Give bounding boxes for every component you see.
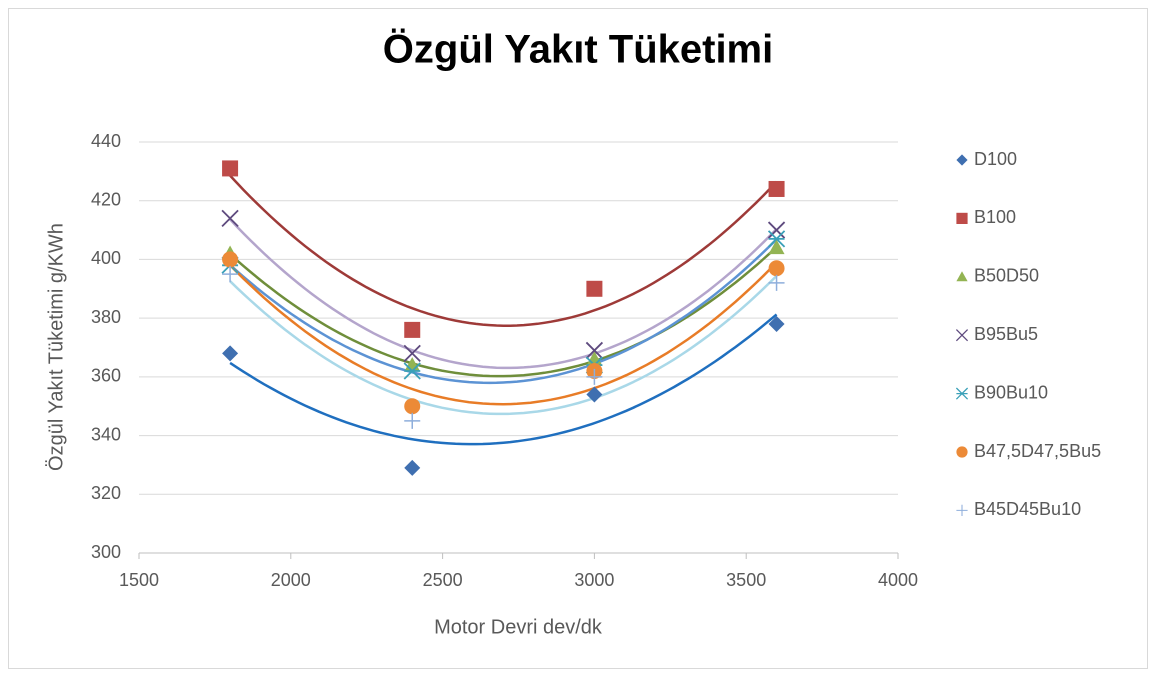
x-tick-label: 2500 <box>423 570 463 590</box>
series <box>222 160 785 338</box>
y-tick-label: 340 <box>91 424 121 444</box>
x-tick-label: 1500 <box>119 570 159 590</box>
marker <box>222 251 239 268</box>
legend-marker <box>956 271 968 282</box>
marker <box>403 362 421 380</box>
marker <box>404 412 421 429</box>
y-tick-label: 380 <box>91 307 121 327</box>
y-tick-label: 400 <box>91 248 121 268</box>
marker <box>767 230 786 248</box>
x-axis-title: Motor Devri dev/dk <box>434 616 603 638</box>
y-tick-label: 420 <box>91 189 121 209</box>
legend-label: B45D45Bu10 <box>974 499 1081 519</box>
marker <box>404 321 421 338</box>
y-tick-label: 360 <box>91 366 121 386</box>
x-tick-label: 3000 <box>574 570 614 590</box>
legend-item: B100 <box>956 207 1016 227</box>
y-tick-label: 300 <box>91 542 121 562</box>
marker <box>222 266 239 283</box>
legend-item: B95Bu5 <box>955 324 1038 344</box>
series <box>221 209 786 363</box>
x-tick-label: 4000 <box>878 570 918 590</box>
legend-item: B90Bu10 <box>955 382 1048 402</box>
chart-title: Özgül Yakıt Tüketimi <box>383 27 773 72</box>
y-tick-label: 320 <box>91 483 121 503</box>
legend-label: B100 <box>974 207 1016 227</box>
legend-marker <box>956 446 968 458</box>
legend-item: B45D45Bu10 <box>956 499 1081 519</box>
marker <box>221 209 239 227</box>
marker <box>222 345 239 362</box>
marker <box>404 459 421 476</box>
marker <box>222 160 239 177</box>
trendline <box>229 313 778 446</box>
legend-label: D100 <box>974 149 1017 169</box>
marker <box>586 280 603 297</box>
legend-item: B50D50 <box>956 266 1039 286</box>
trendline <box>229 275 778 416</box>
series <box>222 316 785 476</box>
marker <box>767 221 786 239</box>
trendline <box>229 218 778 370</box>
y-axis-title: Özgül Yakıt Tüketimi g/KWh <box>45 223 67 471</box>
legend-label: B95Bu5 <box>974 324 1038 344</box>
marker <box>768 260 785 277</box>
marker <box>586 386 603 403</box>
marker <box>585 341 604 360</box>
marker <box>403 344 421 363</box>
legend-marker <box>956 212 968 224</box>
legend-item: B47,5D47,5Bu5 <box>956 441 1101 461</box>
trendline <box>229 261 778 406</box>
series <box>222 251 785 415</box>
y-tick-label: 440 <box>91 131 121 151</box>
marker <box>404 398 421 415</box>
marker <box>768 316 785 333</box>
legend-label: B50D50 <box>974 266 1039 286</box>
marker <box>768 239 785 255</box>
legend-marker <box>956 504 968 516</box>
marker <box>768 274 785 291</box>
chart-border <box>8 8 1148 669</box>
marker <box>768 180 785 197</box>
x-tick-label: 3500 <box>726 570 766 590</box>
legend-marker <box>955 387 969 400</box>
trendline <box>229 174 778 327</box>
legend-label: B47,5D47,5Bu5 <box>974 441 1101 461</box>
legend-label: B90Bu10 <box>974 382 1048 402</box>
marker <box>586 368 603 385</box>
x-tick-label: 2000 <box>271 570 311 590</box>
series <box>222 266 785 429</box>
trendline <box>229 238 778 385</box>
legend-marker <box>955 329 969 342</box>
trendline <box>229 246 778 378</box>
